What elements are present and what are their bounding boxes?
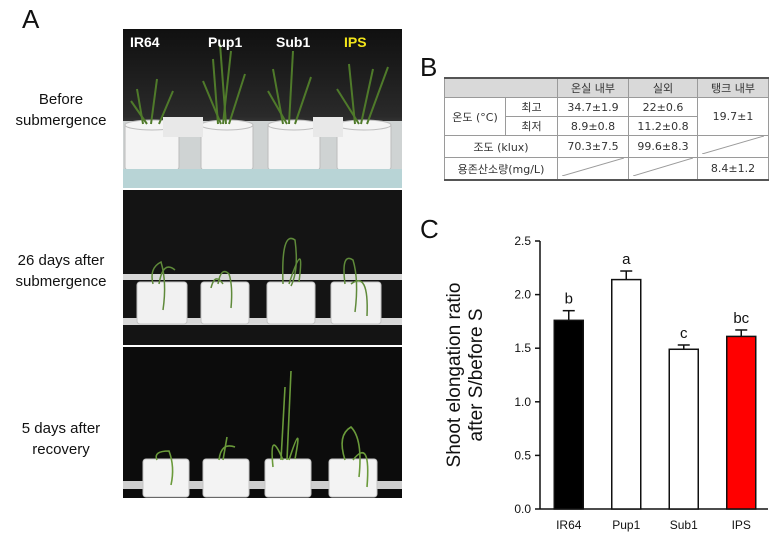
y-tick-label: 1.5 xyxy=(514,341,531,355)
diagonal-slash xyxy=(561,157,625,177)
significance-letter: bc xyxy=(733,310,749,327)
table-cell-na xyxy=(697,135,769,158)
x-tick-label: Pup1 xyxy=(612,518,640,532)
x-tick-label: Sub1 xyxy=(670,518,698,532)
row-label-26-days: 26 days after submergence xyxy=(2,250,120,292)
environment-table: 온실 내부 실외 탱크 내부 온도 (°C) 최고 34.7±1.9 22±0.… xyxy=(444,77,769,181)
max-label: 최고 xyxy=(505,97,558,117)
genotype-label: IPS xyxy=(344,34,367,50)
table-header-empty xyxy=(444,77,558,98)
table-cell: 8.9±0.8 xyxy=(557,116,629,136)
y-tick-label: 2.0 xyxy=(514,288,531,302)
significance-letter: c xyxy=(680,325,688,342)
table-cell: 22±0.6 xyxy=(628,97,698,117)
row-label-line: 26 days after xyxy=(17,252,105,269)
bar xyxy=(611,278,642,510)
min-label: 최저 xyxy=(505,116,558,136)
row-label-line: submergence xyxy=(15,273,107,290)
genotype-label: IR64 xyxy=(130,34,160,50)
table-row: 조도 (klux) 70.3±7.5 99.6±8.3 xyxy=(444,135,769,158)
x-tick-label: IPS xyxy=(732,518,751,532)
table-cell: 99.6±8.3 xyxy=(628,135,698,158)
x-tick-label: IR64 xyxy=(556,518,582,532)
y-axis-label: after S/before S xyxy=(466,308,487,441)
diagonal-slash xyxy=(701,135,765,155)
table-cell: 11.2±0.8 xyxy=(628,116,698,136)
illuminance-label: 조도 (klux) xyxy=(444,135,558,158)
photo-26-days-submergence xyxy=(123,190,402,345)
row-label-line: submergence xyxy=(15,112,107,129)
table-row: 온도 (°C) 최고 34.7±1.9 22±0.6 19.7±1 xyxy=(444,97,769,136)
genotype-label: Sub1 xyxy=(276,34,311,50)
oxygen-label: 용존산소량(mg/L) xyxy=(444,157,558,181)
bar xyxy=(726,335,757,510)
table-cell-na xyxy=(557,157,629,181)
table-header-row: 온실 내부 실외 탱크 내부 xyxy=(444,77,769,98)
y-axis-label: Shoot elongation ratio xyxy=(444,283,465,468)
row-label-5-days: 5 days after recovery xyxy=(2,418,120,460)
bar xyxy=(553,319,584,510)
y-tick-label: 2.5 xyxy=(514,234,531,248)
table-header-cell: 온실 내부 xyxy=(557,77,629,98)
y-tick-label: 0.5 xyxy=(514,448,531,462)
significance-letter: b xyxy=(565,291,573,308)
significance-letter: a xyxy=(622,251,631,268)
table-cell-na xyxy=(628,157,698,181)
panel-label-b: B xyxy=(420,52,438,82)
table-cell: 8.4±1.2 xyxy=(697,157,769,181)
panel-label-a: A xyxy=(22,4,40,34)
table-header-cell: 실외 xyxy=(628,77,698,98)
photo-before-submergence xyxy=(123,29,402,188)
row-label-line: Before xyxy=(38,91,84,108)
table-cell: 19.7±1 xyxy=(697,97,769,136)
panel-label-c: C xyxy=(420,214,439,244)
photo-5-days-recovery xyxy=(123,347,402,498)
row-label-line: recovery xyxy=(32,441,90,458)
table-row: 용존산소량(mg/L) 8.4±1.2 xyxy=(444,157,769,181)
table-cell: 34.7±1.9 xyxy=(557,97,629,117)
temperature-label: 온도 (°C) xyxy=(444,97,506,136)
table-header-cell: 탱크 내부 xyxy=(697,77,769,98)
diagonal-slash xyxy=(632,157,694,177)
y-tick-label: 1.0 xyxy=(514,395,531,409)
bar-chart: 0.0 0.5 1.0 1.5 2.0 2.5 Shoot elongation ratio… xyxy=(444,234,768,532)
row-label-before: Before submergence xyxy=(2,89,120,131)
genotype-label: Pup1 xyxy=(208,34,243,50)
bar xyxy=(668,348,699,510)
y-tick-label: 0.0 xyxy=(514,502,531,516)
table-cell: 70.3±7.5 xyxy=(557,135,629,158)
row-label-line: 5 days after xyxy=(21,420,101,437)
